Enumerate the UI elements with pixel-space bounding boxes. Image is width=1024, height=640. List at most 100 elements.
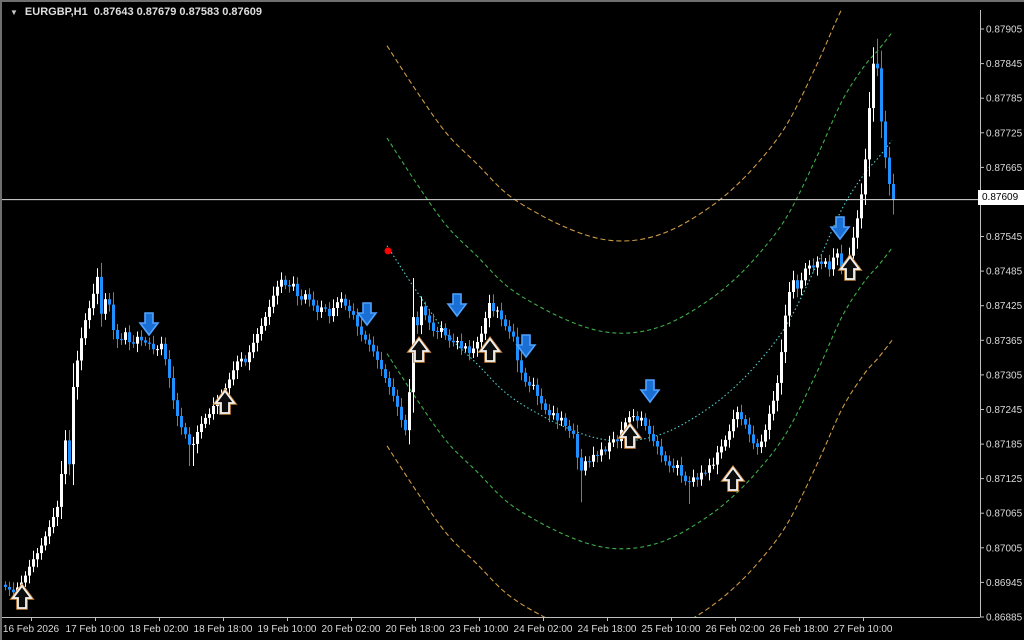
price-axis-label: 0.87665 [986,163,1023,174]
candle-bull [440,327,443,332]
candle-bull [160,343,163,350]
candle-bear [744,419,747,425]
candle-bear [348,305,351,312]
candle-bull [204,417,207,424]
inner-band-upper [386,32,893,334]
candle-bull [584,461,587,471]
candle-bull [80,338,83,361]
candle-bear [108,299,111,305]
candle-bear [452,340,455,343]
candle-bear [244,358,247,363]
candle-bull [236,361,239,371]
candle-bull [728,431,731,440]
candle-bull [24,575,27,583]
candle-bull [860,194,863,219]
candle-bear [144,340,147,343]
candle-bear [644,417,647,426]
candle-bear [172,378,175,401]
candle-bull [736,412,739,420]
time-axis-label: 24 Feb 02:00 [514,624,573,635]
candle-bull [824,261,827,264]
candle-bull [408,392,411,431]
candle-bull [712,464,715,466]
sell-signal-arrow-icon [138,312,160,337]
candle-bull [456,341,459,343]
time-axis-label: 23 Feb 10:00 [450,624,509,635]
candle-bear [648,425,651,434]
axes-layer: 0.87905 0.87845 0.87785 0.87725 0.87665 0.875… [2,10,1023,635]
candle-bull [200,423,203,432]
candle-bear [652,434,655,442]
buy-signal-arrow-icon [619,423,641,448]
candle-bear [516,336,519,361]
candle-bear [688,481,691,483]
candle-bull [776,383,779,401]
buy-signal-arrow-icon [214,389,236,414]
candle-bear [528,381,531,386]
time-axis-label: 26 Feb 18:00 [770,624,829,635]
candle-bear [308,294,311,300]
candle-bear [328,308,331,317]
candle-bull [836,253,839,258]
candle-bull [872,63,875,109]
candle-bear [400,406,403,420]
candle-bear [740,412,743,420]
candle-bull [488,303,491,319]
candle-bear [364,334,367,340]
candle-bear [748,424,751,435]
candle-bear [404,419,407,431]
candle-bull [76,360,79,387]
candle-bull [676,465,679,468]
candle-bear [616,439,619,441]
candle-bear [508,326,511,332]
candle-bull [816,261,819,268]
candle-bear [68,440,71,465]
candle-bull [240,358,243,362]
time-axis-label: 26 Feb 02:00 [706,624,765,635]
candle-bull [96,276,99,294]
price-axis-label: 0.87305 [986,370,1023,381]
candle-bear [168,359,171,378]
candle-bull [192,443,195,445]
candle-bear [132,342,135,344]
candle-bear [704,472,707,474]
candle-bear [12,589,15,593]
candle-bear [316,305,319,312]
candle-bull [700,472,703,480]
price-axis-label: 0.87245 [986,405,1023,416]
buy-signal-arrow-icon [839,255,861,280]
candle-bull [48,527,51,537]
candle-bear [596,454,599,456]
time-axis-label: 18 Feb 18:00 [194,624,253,635]
candle-bear [176,400,179,416]
candle-bear [576,434,579,458]
time-axis-label: 20 Feb 02:00 [322,624,381,635]
candle-bear [680,465,683,476]
candle-bull [760,441,763,448]
candle-bull [256,334,259,343]
candle-bull [772,400,775,414]
sell-signal-arrow-icon [829,216,851,241]
candle-bear [284,279,287,286]
candle-bull [852,237,855,256]
time-axis-label: 27 Feb 10:00 [834,624,893,635]
candle-bear [892,184,895,200]
symbol-dropdown-icon[interactable]: ▼ [10,7,18,17]
candle-bull [792,280,795,292]
candle-bull [304,294,307,300]
candle-bear [664,455,667,462]
candle-bear [376,351,379,360]
candle-bear [696,477,699,480]
candle-bear [564,417,567,426]
outer-band-upper [386,10,843,242]
candle-bear [888,157,891,184]
candle-bull [124,332,127,340]
candle-bear [880,68,883,122]
time-axis-label: 20 Feb 18:00 [386,624,445,635]
candle-bear [672,465,675,468]
candle-bear [288,285,291,287]
candle-bear [392,387,395,396]
candle-bull [264,316,267,326]
candle-bull [40,545,43,554]
